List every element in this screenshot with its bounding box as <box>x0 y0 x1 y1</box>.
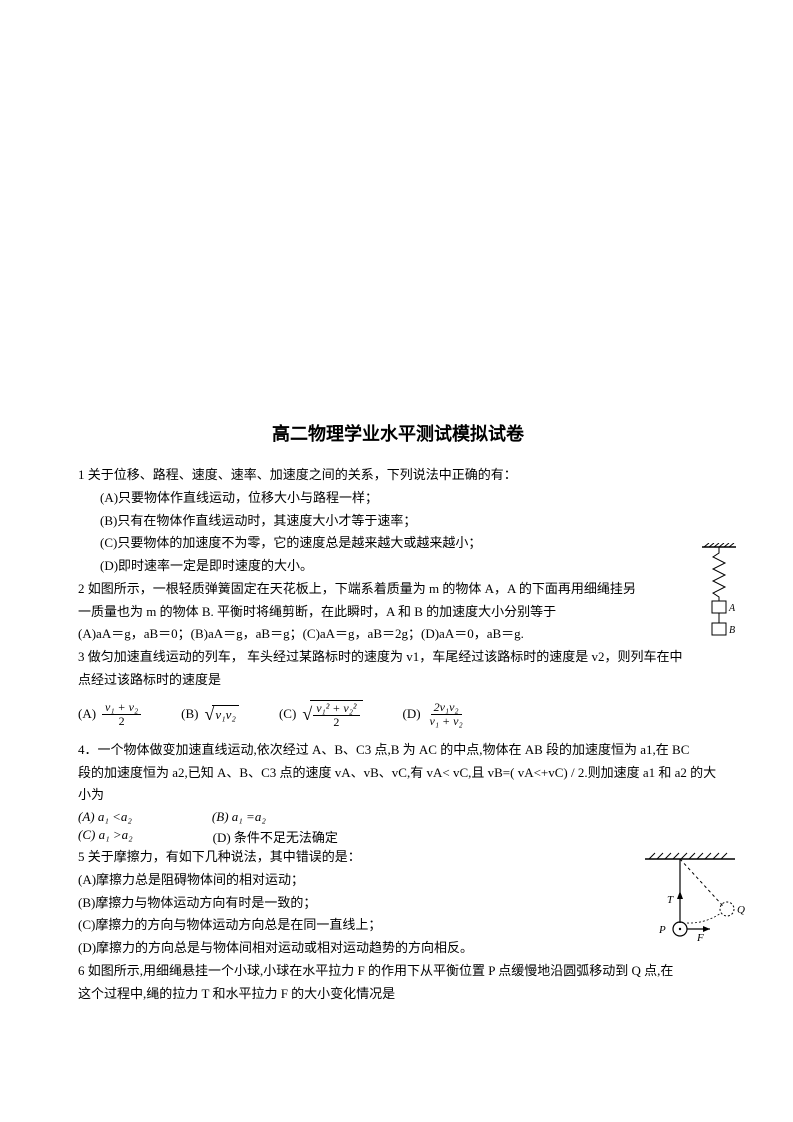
q-label: Q <box>737 904 745 916</box>
q3-c-den: 2 <box>330 716 342 729</box>
q3-a-num: v₁ + v₂ <box>102 701 141 715</box>
page-content: 高二物理学业水平测试模拟试卷 1 关于位移、路程、速度、速率、加速度之间的关系，… <box>78 420 718 1005</box>
q3-c-label: (C) <box>279 706 296 722</box>
force-label: F <box>696 932 704 944</box>
q3-c-num: v₁² + v₂² <box>313 702 359 716</box>
q3-options: (A) v₁ + v₂ 2 (B) √ v₁v₂ (C) √ v₁² + v₂²… <box>78 700 718 729</box>
q3-a-fraction: v₁ + v₂ 2 <box>102 701 141 728</box>
q3-line2: 点经过该路标时的速度是 <box>78 669 718 692</box>
tension-label: T <box>667 894 674 906</box>
q5-opt-b: (B)摩擦力与物体运动方向有时是一致的； <box>78 892 718 915</box>
q4-opts-row2: (C) a₁ >a₂ (D) 条件不足无法确定 <box>78 827 718 846</box>
q3-a-den: 2 <box>116 715 128 728</box>
q3-b-sqrt: √ v₁v₂ <box>204 704 238 725</box>
q3-opt-b: (B) √ v₁v₂ <box>181 704 239 725</box>
q2-line2: 一质量也为 m 的物体 B. 平衡时将绳剪断，在此瞬时，A 和 B 的加速度大小… <box>78 601 718 624</box>
q5-opt-c: (C)摩擦力的方向与物体运动方向总是在同一直线上； <box>78 914 718 937</box>
q4-line3: 小为 <box>78 784 718 807</box>
block-b-label: B <box>729 625 735 636</box>
q4-opts-row1: (A) a₁ <a₂ (B) a₁ =a₂ <box>78 809 718 825</box>
q6-line2: 这个过程中,绳的拉力 T 和水平拉力 F 的大小变化情况是 <box>78 983 718 1006</box>
q1-opt-c: (C)只要物体的加速度不为零，它的速度总是越来越大或越来越小； <box>78 532 718 555</box>
q4-opt-b: (B) a₁ =a₂ <box>212 809 266 825</box>
exam-title: 高二物理学业水平测试模拟试卷 <box>78 420 718 446</box>
q5-opt-a: (A)摩擦力总是阻碍物体间的相对运动； <box>78 869 718 892</box>
q4-opt-a: (A) a₁ <a₂ <box>78 809 132 825</box>
q4-opt-d: (D) 条件不足无法确定 <box>213 827 338 846</box>
q3-opt-c: (C) √ v₁² + v₂² 2 <box>279 700 363 729</box>
spring-diagram: A B <box>700 543 738 643</box>
q6-line1: 6 如图所示,用细绳悬挂一个小球,小球在水平拉力 F 的作用下从平衡位置 P 点… <box>78 960 718 983</box>
q3-c-sqrt: √ v₁² + v₂² 2 <box>302 700 362 729</box>
q4-line2: 段的加速度恒为 a2,已知 A、B、C3 点的速度 vA、vB、vC,有 vA<… <box>78 762 718 785</box>
q3-d-num: 2v₁v₂ <box>431 701 462 715</box>
q4-line1: 4．一个物体做变加速直线运动,依次经过 A、B、C3 点,B 为 AC 的中点,… <box>78 739 718 762</box>
q1-opt-d: (D)即时速率一定是即时速度的大小。 <box>78 555 718 578</box>
q3-a-label: (A) <box>78 706 96 722</box>
q4-opt-c: (C) a₁ >a₂ <box>78 827 133 846</box>
q3-d-fraction: 2v₁v₂ v₁ + v₂ <box>427 701 466 728</box>
q3-b-radicand: v₁v₂ <box>212 705 239 723</box>
block-a-label: A <box>728 603 736 614</box>
p-label: P <box>658 924 666 936</box>
q3-b-label: (B) <box>181 706 198 722</box>
q3-opt-a: (A) v₁ + v₂ 2 <box>78 701 141 728</box>
q1-opt-a: (A)只要物体作直线运动，位移大小与路程一样； <box>78 487 718 510</box>
q5-opt-d: (D)摩擦力的方向总是与物体间相对运动或相对运动趋势的方向相反。 <box>78 937 718 960</box>
pendulum-diagram: T Q P F <box>635 851 745 946</box>
q1-stem: 1 关于位移、路程、速度、速率、加速度之间的关系，下列说法中正确的有： <box>78 464 718 487</box>
q3-opt-d: (D) 2v₁v₂ v₁ + v₂ <box>403 701 466 728</box>
q2-line1: 2 如图所示，一根轻质弹簧固定在天花板上，下端系着质量为 m 的物体 A，A 的… <box>78 578 718 601</box>
q3-c-fraction: v₁² + v₂² 2 <box>313 702 359 729</box>
q5-stem: 5 关于摩擦力，有如下几种说法，其中错误的是： <box>78 846 718 869</box>
q3-d-label: (D) <box>403 706 421 722</box>
q3-d-den: v₁ + v₂ <box>427 715 466 728</box>
q3-line1: 3 做匀加速直线运动的列车， 车头经过某路标时的速度为 v1，车尾经过该路标时的… <box>78 646 718 669</box>
q1-opt-b: (B)只有在物体作直线运动时，其速度大小才等于速率； <box>78 510 718 533</box>
q2-opts: (A)aA＝g，aB＝0；(B)aA＝g，aB＝g；(C)aA＝g，aB＝2g；… <box>78 623 718 646</box>
